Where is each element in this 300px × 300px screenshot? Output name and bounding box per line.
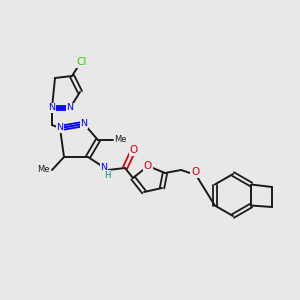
Text: O: O	[144, 161, 152, 171]
Text: O: O	[130, 145, 138, 155]
Text: H: H	[104, 170, 110, 179]
Text: N: N	[100, 164, 107, 172]
Text: N: N	[56, 124, 64, 133]
Text: N: N	[80, 119, 88, 128]
Text: N: N	[67, 103, 73, 112]
Text: N: N	[49, 103, 56, 112]
Text: Me: Me	[114, 136, 127, 145]
Text: Me: Me	[38, 164, 50, 173]
Text: O: O	[191, 167, 199, 177]
Text: Cl: Cl	[77, 57, 87, 67]
